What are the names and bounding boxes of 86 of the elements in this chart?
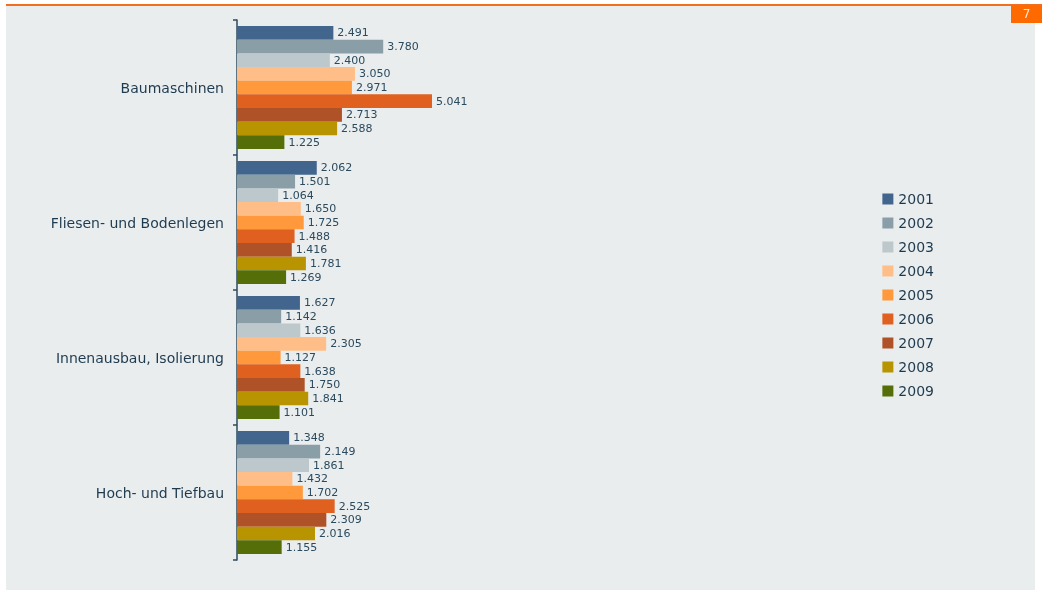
data-label: 2.149 [324,445,356,459]
data-label: 5.041 [436,94,468,108]
data-label: 1.650 [304,202,337,216]
bar [237,540,282,554]
data-label: 1.416 [295,243,328,257]
data-label: 1.725 [307,216,340,229]
bar [237,107,342,122]
legend-label: 2007 [898,335,935,351]
bar [237,458,309,473]
bar [237,256,306,271]
bar [237,161,317,175]
bar [237,323,301,338]
bar [237,270,287,284]
y-tick-label: Hoch- und Tiefbau [95,484,224,501]
data-label: 1.488 [298,229,331,243]
legend-label: 2004 [898,263,935,279]
data-label: 1.636 [304,323,336,337]
data-label: 3.050 [358,67,391,81]
bar [237,472,293,486]
data-label: 1.638 [304,364,336,378]
legend-label: 2003 [898,239,935,255]
data-label: 1.861 [312,458,345,472]
bar [237,444,321,459]
data-label: 2.016 [318,526,351,540]
bar [237,26,334,40]
data-label: 3.780 [387,40,419,54]
bar [237,94,432,108]
data-label: 1.627 [303,296,336,310]
bar [237,485,303,500]
bar [237,80,352,95]
y-tick-label: Fliesen- und Bodenlegen [50,214,224,231]
bar [237,215,304,230]
bar [237,350,281,365]
data-label: 1.127 [284,351,317,364]
data-label: 2.400 [333,53,366,67]
data-label: 1.841 [312,391,344,405]
legend-label: 2008 [898,359,935,375]
data-label: 1.501 [299,175,331,189]
legend-label: 2005 [898,287,935,303]
bar [237,174,296,189]
bar [237,377,305,392]
bar [237,364,301,378]
data-label: 2.491 [337,26,369,40]
bar [237,229,295,243]
bar [237,512,327,527]
bar [237,121,338,136]
data-label: 1.155 [285,540,318,554]
bar [237,337,327,351]
bar [237,499,335,513]
bar [237,202,301,216]
legend-label: 2002 [898,215,935,231]
text: 7 [1011,5,1042,23]
bar [237,39,384,54]
data-label: 1.750 [308,378,341,392]
data-label: 2.305 [330,337,362,351]
data-label: 2.713 [345,108,378,122]
data-label: 1.432 [296,472,328,486]
data-label: 1.101 [283,405,316,419]
y-tick-label: Baumaschinen [120,79,224,96]
data-label: 1.781 [309,256,342,270]
bar [237,135,285,149]
data-label: 1.269 [290,270,322,284]
data-label: 2.588 [341,121,373,135]
data-label: 1.142 [285,310,317,324]
data-label: 1.064 [282,188,314,202]
data-label: 1.702 [306,486,339,499]
data-label: 2.525 [338,499,371,513]
data-label: 2.971 [355,81,388,94]
data-label: 1.225 [288,135,320,149]
data-label: 2.062 [320,161,353,175]
bar [237,242,292,257]
bar [237,391,309,406]
bar [237,188,279,203]
legend-label: 2001 [898,191,935,207]
legend-label: 2009 [898,383,935,399]
data-label: 2.309 [330,513,362,527]
bar [237,309,282,324]
bar [237,296,300,310]
y-tick-label: Innenausbau, Isolierung [55,349,224,366]
data-label: 1.348 [293,431,325,445]
bar [237,526,315,541]
bar [237,67,355,81]
legend-label: 2006 [898,311,935,327]
bar [237,431,290,445]
bar [237,53,330,68]
bar [237,405,280,419]
